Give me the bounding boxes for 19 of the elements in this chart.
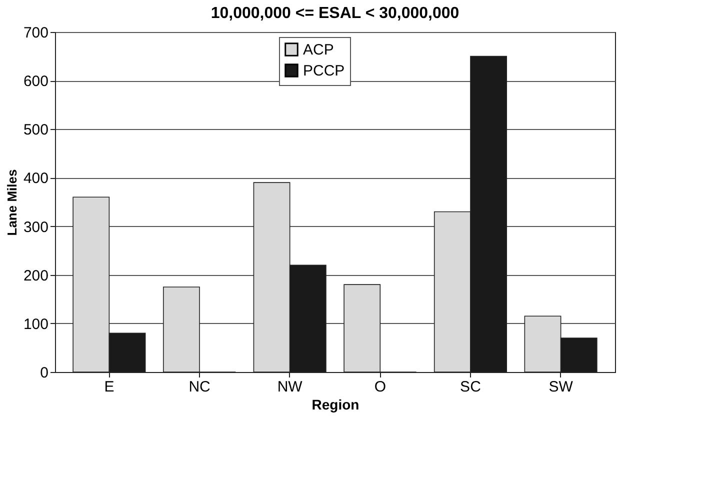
x-tick-label: E [104,378,114,396]
legend-label: ACP [303,42,334,58]
y-tick-label: 0 [40,364,48,382]
x-tick-label: NW [277,378,304,396]
legend-label: PCCP [303,62,345,80]
chart-title: 10,000,000 <= ESAL < 30,000,000 [210,5,460,22]
y-tick-label: 200 [23,267,48,284]
x-tick-label: O [374,378,386,396]
y-axis-title: Lane Miles [4,169,20,236]
x-axis-title: Region [312,396,360,412]
y-tick-label: 300 [23,218,48,236]
y-tick-label: 700 [23,24,48,42]
y-tick-label: 500 [23,122,48,139]
x-tick-label: SC [460,378,482,396]
y-tick-label: 100 [23,316,48,333]
x-tick-label: NC [188,378,211,396]
y-tick-label: 600 [23,73,48,90]
x-tick-label: SW [548,378,574,396]
y-tick-label: 400 [23,170,48,188]
